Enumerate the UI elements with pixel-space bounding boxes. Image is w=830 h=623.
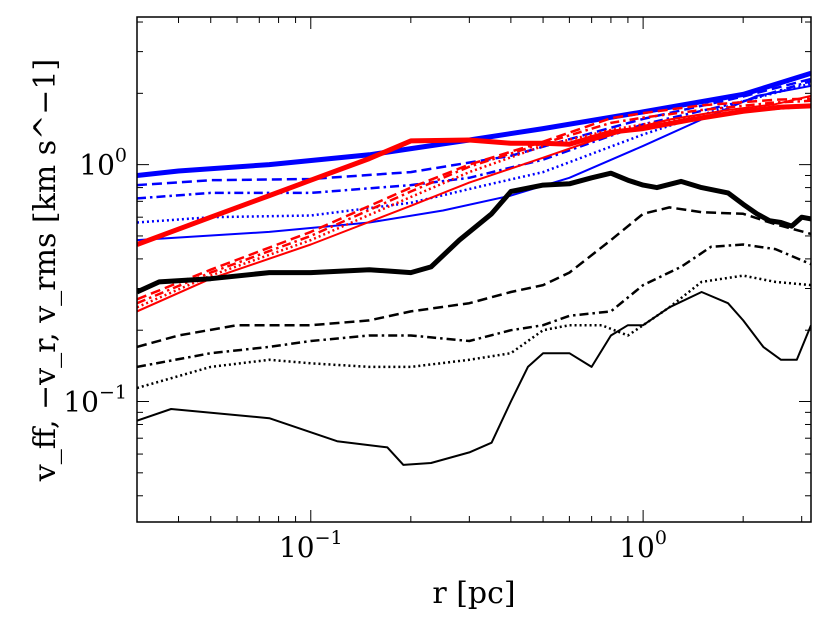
series-red-dotted (137, 105, 811, 309)
y-axis-label: v_ff, −v_r, v_rms [km s^−1] (28, 59, 63, 482)
x-tick-label-0: 10−1 (279, 527, 343, 564)
x-tick-label-1: 100 (619, 527, 667, 564)
plot-frame (136, 16, 812, 523)
series-black-dashdot (137, 243, 811, 369)
series-red-thin-solid (137, 94, 811, 313)
series-black-thick-solid (137, 170, 811, 295)
series-black-thin-solid (137, 291, 811, 466)
series-red-thick-solid (137, 103, 811, 247)
series-red-dashed (137, 97, 811, 301)
x-axis-label: r [pc] (432, 576, 515, 611)
series-layer (137, 70, 811, 466)
y-tick-label-0: 10−1 (63, 382, 127, 419)
series-black-dotted (137, 274, 811, 390)
series-red-dashdot (137, 99, 811, 305)
series-black-dashed (137, 206, 811, 349)
series-blue-dashdot (137, 80, 811, 200)
series-blue-thick-solid (137, 70, 811, 178)
y-tick-label-1: 100 (79, 145, 127, 182)
series-blue-dashed (137, 77, 811, 187)
ticks-layer (136, 17, 811, 522)
